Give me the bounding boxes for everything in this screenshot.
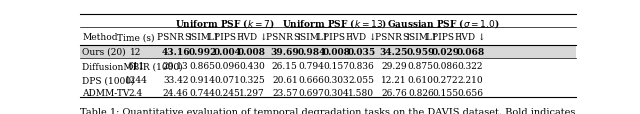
Text: 20.61: 20.61 <box>272 75 298 84</box>
Text: 29.29: 29.29 <box>381 62 407 71</box>
Text: 26.15: 26.15 <box>272 62 298 71</box>
Text: 0.865: 0.865 <box>189 62 216 71</box>
Text: DPS (1000): DPS (1000) <box>83 75 135 84</box>
Text: Method: Method <box>83 33 118 42</box>
Text: 2.210: 2.210 <box>458 75 483 84</box>
Text: LPIPS ↓: LPIPS ↓ <box>426 33 465 42</box>
Text: 0.157: 0.157 <box>323 62 349 71</box>
Text: 33.42: 33.42 <box>163 75 188 84</box>
Text: 0.008: 0.008 <box>323 47 351 56</box>
Text: 0.744: 0.744 <box>189 89 216 98</box>
Text: 0.322: 0.322 <box>458 62 483 71</box>
Text: Gaussian PSF ($\sigma = 1.0$): Gaussian PSF ($\sigma = 1.0$) <box>387 17 500 29</box>
Text: 2.055: 2.055 <box>348 75 374 84</box>
Text: 0.959: 0.959 <box>406 47 435 56</box>
Text: 39.69: 39.69 <box>271 47 300 56</box>
Text: 0.155: 0.155 <box>433 89 459 98</box>
Text: 26.76: 26.76 <box>381 89 407 98</box>
Text: 0.035: 0.035 <box>347 47 375 56</box>
Text: 0.666: 0.666 <box>299 75 324 84</box>
Text: FVD ↓: FVD ↓ <box>455 33 486 42</box>
Text: 1.580: 1.580 <box>348 89 374 98</box>
Text: 0.430: 0.430 <box>239 62 265 71</box>
FancyBboxPatch shape <box>80 45 576 58</box>
Text: 0.914: 0.914 <box>189 75 216 84</box>
Text: 0.325: 0.325 <box>239 75 265 84</box>
Text: 0.272: 0.272 <box>433 75 458 84</box>
Text: PSNR ↑: PSNR ↑ <box>266 33 303 42</box>
Text: Table 1: Quantitative evaluation of temporal degradation tasks on the DAVIS data: Table 1: Quantitative evaluation of temp… <box>80 108 575 114</box>
Text: Time (s): Time (s) <box>117 33 155 42</box>
Text: FVD ↓: FVD ↓ <box>237 33 268 42</box>
Text: Ours (20): Ours (20) <box>83 47 126 56</box>
Text: 611: 611 <box>127 62 145 71</box>
Text: 43.16: 43.16 <box>161 47 190 56</box>
Text: PSNR ↑: PSNR ↑ <box>157 33 195 42</box>
Text: Uniform PSF ($k = 7$): Uniform PSF ($k = 7$) <box>175 17 275 29</box>
Text: FVD ↓: FVD ↓ <box>346 33 376 42</box>
Text: SSIM ↑: SSIM ↑ <box>294 33 330 42</box>
Text: 0.029: 0.029 <box>431 47 460 56</box>
Text: 0.086: 0.086 <box>433 62 458 71</box>
Text: 12: 12 <box>131 47 141 56</box>
Text: SSIM ↑: SSIM ↑ <box>403 33 438 42</box>
Text: 34.25: 34.25 <box>380 47 408 56</box>
Text: 0.794: 0.794 <box>299 62 324 71</box>
Text: 0.008: 0.008 <box>238 47 266 56</box>
Text: 1.297: 1.297 <box>239 89 265 98</box>
Text: 12.21: 12.21 <box>381 75 407 84</box>
Text: 2.4: 2.4 <box>129 89 143 98</box>
Text: PSNR ↑: PSNR ↑ <box>375 33 413 42</box>
Text: 0.071: 0.071 <box>214 75 240 84</box>
Text: DiffusionMBIR (1000): DiffusionMBIR (1000) <box>83 62 183 71</box>
Text: 1244: 1244 <box>125 75 147 84</box>
Text: 0.697: 0.697 <box>299 89 324 98</box>
Text: 0.875: 0.875 <box>408 62 434 71</box>
Text: 29.13: 29.13 <box>163 62 189 71</box>
Text: Uniform PSF ($k = 13$): Uniform PSF ($k = 13$) <box>282 17 387 29</box>
Text: 23.57: 23.57 <box>272 89 298 98</box>
Text: 0.984: 0.984 <box>298 47 326 56</box>
Text: 0.096: 0.096 <box>214 62 240 71</box>
Text: 0.826: 0.826 <box>408 89 434 98</box>
Text: 0.836: 0.836 <box>348 62 374 71</box>
Text: 0.656: 0.656 <box>458 89 483 98</box>
Text: 0.004: 0.004 <box>213 47 241 56</box>
Text: 24.46: 24.46 <box>163 89 189 98</box>
Text: ADMM-TV: ADMM-TV <box>83 89 130 98</box>
Text: 0.304: 0.304 <box>324 89 349 98</box>
Text: 0.303: 0.303 <box>324 75 349 84</box>
Text: LPIPS ↓: LPIPS ↓ <box>317 33 356 42</box>
Text: 0.992: 0.992 <box>188 47 217 56</box>
Text: LPIPS ↓: LPIPS ↓ <box>208 33 246 42</box>
Text: SSIM ↑: SSIM ↑ <box>185 33 220 42</box>
Text: 0.610: 0.610 <box>408 75 434 84</box>
Text: 0.068: 0.068 <box>456 47 484 56</box>
Text: 0.245: 0.245 <box>214 89 240 98</box>
